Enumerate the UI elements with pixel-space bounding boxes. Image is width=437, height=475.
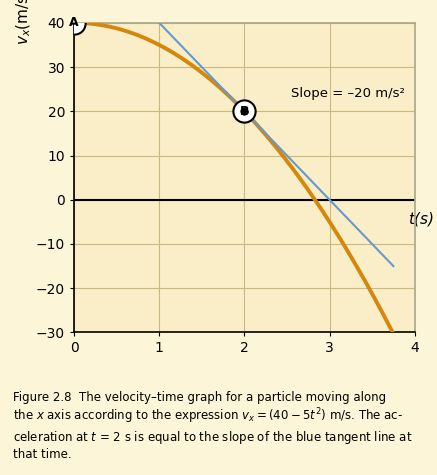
Text: $\mathbf{A}$: $\mathbf{A}$ (68, 16, 80, 29)
Text: Figure 2.8  The velocity–time graph for a particle moving along
the $x$ axis acc: Figure 2.8 The velocity–time graph for a… (13, 391, 413, 461)
X-axis label: $t$(s): $t$(s) (409, 210, 435, 228)
Y-axis label: $v_x$(m/s): $v_x$(m/s) (15, 0, 33, 45)
Text: Slope = –20 m/s²: Slope = –20 m/s² (291, 87, 405, 100)
Text: $\mathbf{B}$: $\mathbf{B}$ (239, 105, 250, 118)
